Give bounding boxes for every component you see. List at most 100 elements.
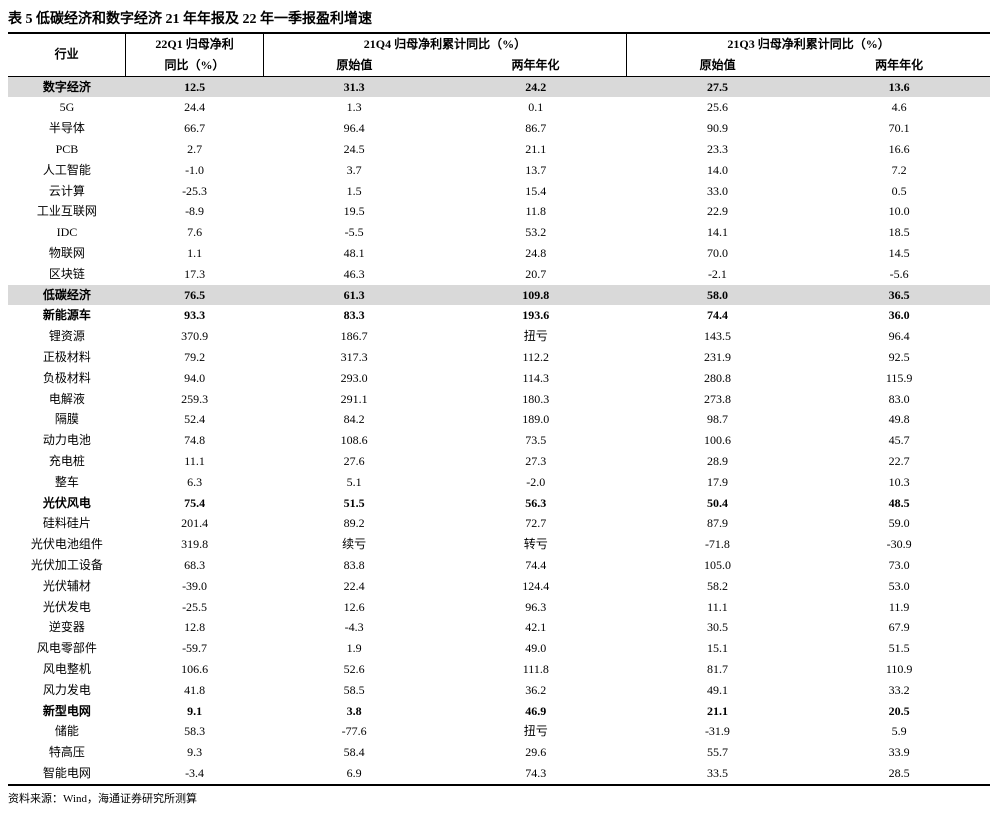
cell-value: 15.1 <box>627 638 809 659</box>
cell-value: 231.9 <box>627 347 809 368</box>
row-name: 智能电网 <box>8 763 126 785</box>
cell-value: 11.8 <box>445 201 627 222</box>
table-row: 锂资源370.9186.7扭亏143.596.4 <box>8 326 990 347</box>
row-name: 光伏风电 <box>8 493 126 514</box>
cell-value: 7.6 <box>126 222 263 243</box>
cell-value: 112.2 <box>445 347 627 368</box>
col-header-q4-sub2: 两年年化 <box>445 55 627 76</box>
cell-value: 56.3 <box>445 493 627 514</box>
cell-value: 90.9 <box>627 118 809 139</box>
cell-value: 11.1 <box>627 597 809 618</box>
row-name: 物联网 <box>8 243 126 264</box>
cell-value: 扭亏 <box>445 326 627 347</box>
cell-value: 293.0 <box>263 368 445 389</box>
table-row: 新型电网9.13.846.921.120.5 <box>8 701 990 722</box>
cell-value: 83.8 <box>263 555 445 576</box>
cell-value: 201.4 <box>126 513 263 534</box>
cell-value: 74.8 <box>126 430 263 451</box>
row-name: 云计算 <box>8 181 126 202</box>
cell-value: 27.5 <box>627 76 809 97</box>
table-body: 数字经济12.531.324.227.513.65G24.41.30.125.6… <box>8 76 990 785</box>
cell-value: 86.7 <box>445 118 627 139</box>
cell-value: 10.0 <box>808 201 990 222</box>
table-row: 低碳经济76.561.3109.858.036.5 <box>8 285 990 306</box>
cell-value: 扭亏 <box>445 721 627 742</box>
cell-value: 42.1 <box>445 617 627 638</box>
cell-value: 19.5 <box>263 201 445 222</box>
cell-value: 29.6 <box>445 742 627 763</box>
row-name: IDC <box>8 222 126 243</box>
table-row: 光伏加工设备68.383.874.4105.073.0 <box>8 555 990 576</box>
col-header-q3-sub2: 两年年化 <box>808 55 990 76</box>
table-row: 人工智能-1.03.713.714.07.2 <box>8 160 990 181</box>
cell-value: 109.8 <box>445 285 627 306</box>
cell-value: 1.9 <box>263 638 445 659</box>
cell-value: 36.2 <box>445 680 627 701</box>
row-name: 电解液 <box>8 389 126 410</box>
cell-value: -25.3 <box>126 181 263 202</box>
cell-value: 46.9 <box>445 701 627 722</box>
cell-value: 转亏 <box>445 534 627 555</box>
row-name: 低碳经济 <box>8 285 126 306</box>
cell-value: -1.0 <box>126 160 263 181</box>
col-header-q3-title: 21Q3 归母净利累计同比（%） <box>627 33 990 55</box>
cell-value: 0.5 <box>808 181 990 202</box>
cell-value: 52.6 <box>263 659 445 680</box>
table-row: 光伏发电-25.512.696.311.111.9 <box>8 597 990 618</box>
cell-value: 49.0 <box>445 638 627 659</box>
cell-value: 27.3 <box>445 451 627 472</box>
cell-value: 96.3 <box>445 597 627 618</box>
cell-value: 74.4 <box>627 305 809 326</box>
cell-value: 53.2 <box>445 222 627 243</box>
cell-value: 50.4 <box>627 493 809 514</box>
table-row: IDC7.6-5.553.214.118.5 <box>8 222 990 243</box>
cell-value: 9.3 <box>126 742 263 763</box>
cell-value: 51.5 <box>808 638 990 659</box>
cell-value: 1.3 <box>263 97 445 118</box>
row-name: PCB <box>8 139 126 160</box>
cell-value: 75.4 <box>126 493 263 514</box>
cell-value: 6.3 <box>126 472 263 493</box>
cell-value: 73.0 <box>808 555 990 576</box>
cell-value: 14.1 <box>627 222 809 243</box>
cell-value: 370.9 <box>126 326 263 347</box>
cell-value: 55.7 <box>627 742 809 763</box>
row-name: 特高压 <box>8 742 126 763</box>
cell-value: -71.8 <box>627 534 809 555</box>
cell-value: 28.9 <box>627 451 809 472</box>
table-row: 风电整机106.652.6111.881.7110.9 <box>8 659 990 680</box>
cell-value: 24.2 <box>445 76 627 97</box>
cell-value: 108.6 <box>263 430 445 451</box>
cell-value: 74.3 <box>445 763 627 785</box>
row-name: 光伏电池组件 <box>8 534 126 555</box>
cell-value: 45.7 <box>808 430 990 451</box>
table-row: PCB2.724.521.123.316.6 <box>8 139 990 160</box>
cell-value: 92.5 <box>808 347 990 368</box>
table-row: 半导体66.796.486.790.970.1 <box>8 118 990 139</box>
cell-value: 1.1 <box>126 243 263 264</box>
cell-value: 5.9 <box>808 721 990 742</box>
cell-value: 67.9 <box>808 617 990 638</box>
cell-value: 3.7 <box>263 160 445 181</box>
cell-value: 84.2 <box>263 409 445 430</box>
table-row: 智能电网-3.46.974.333.528.5 <box>8 763 990 785</box>
cell-value: 41.8 <box>126 680 263 701</box>
table-row: 云计算-25.31.515.433.00.5 <box>8 181 990 202</box>
cell-value: 27.6 <box>263 451 445 472</box>
row-name: 隔膜 <box>8 409 126 430</box>
cell-value: 52.4 <box>126 409 263 430</box>
cell-value: 12.5 <box>126 76 263 97</box>
row-name: 充电桩 <box>8 451 126 472</box>
cell-value: 49.8 <box>808 409 990 430</box>
table-row: 风力发电41.858.536.249.133.2 <box>8 680 990 701</box>
cell-value: 12.8 <box>126 617 263 638</box>
cell-value: -8.9 <box>126 201 263 222</box>
cell-value: 17.9 <box>627 472 809 493</box>
table-row: 负极材料94.0293.0114.3280.8115.9 <box>8 368 990 389</box>
cell-value: 58.4 <box>263 742 445 763</box>
cell-value: 114.3 <box>445 368 627 389</box>
cell-value: 10.3 <box>808 472 990 493</box>
cell-value: -59.7 <box>126 638 263 659</box>
cell-value: 124.4 <box>445 576 627 597</box>
cell-value: 20.7 <box>445 264 627 285</box>
